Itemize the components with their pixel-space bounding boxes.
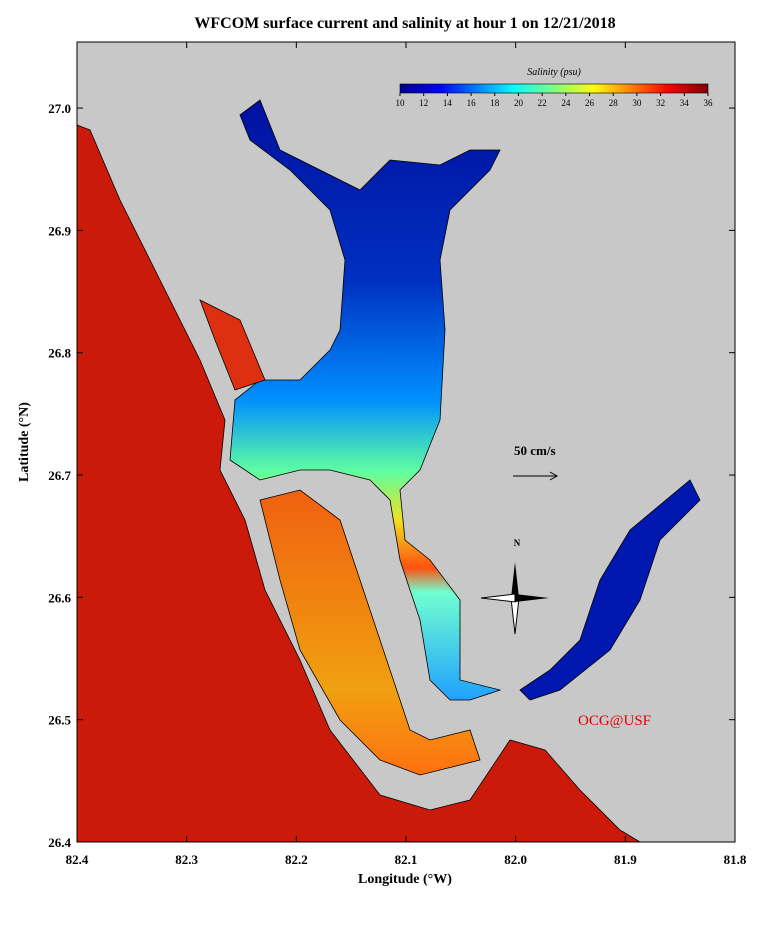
x-tick-label: 82.0 (504, 852, 527, 867)
y-axis-label: Latitude (°N) (17, 402, 32, 482)
x-tick-label: 82.2 (285, 852, 308, 867)
colorbar-tick-label: 20 (514, 98, 524, 108)
y-tick-label: 26.9 (48, 223, 71, 238)
y-tick-label: 26.4 (48, 835, 71, 850)
colorbar-tick-label: 22 (538, 98, 547, 108)
colorbar-tick-label: 12 (419, 98, 428, 108)
y-tick-label: 26.6 (48, 590, 71, 605)
y-tick-label: 27.0 (48, 101, 71, 116)
colorbar-tick-label: 18 (490, 98, 500, 108)
y-tick-label: 26.8 (48, 346, 71, 361)
colorbar-tick-label: 24 (561, 98, 571, 108)
x-tick-label: 82.4 (66, 852, 89, 867)
colorbar-tick-label: 16 (467, 98, 477, 108)
scale-label: 50 cm/s (514, 443, 556, 458)
colorbar-tick-label: 14 (443, 98, 453, 108)
colorbar-tick-label: 30 (632, 98, 642, 108)
title: WFCOM surface current and salinity at ho… (194, 15, 615, 32)
colorbar-tick-label: 28 (609, 98, 619, 108)
colorbar-tick-label: 26 (585, 98, 595, 108)
colorbar-tick-label: 36 (704, 98, 714, 108)
y-tick-label: 26.5 (48, 713, 71, 728)
colorbar-tick-label: 34 (680, 98, 690, 108)
credit: OCG@USF (578, 713, 651, 729)
x-tick-label: 81.8 (724, 852, 747, 867)
colorbar-tick-label: 10 (396, 98, 406, 108)
ticks: 82.4 82.3 82.2 82.1 82.0 81.9 81.8 26.4 26.5 26.6… (48, 42, 747, 867)
colorbar (399, 83, 709, 94)
x-axis-label: Longitude (°W) (358, 872, 452, 887)
gulf-water (76, 124, 642, 843)
x-tick-label: 82.1 (395, 852, 418, 867)
compass (480, 562, 549, 635)
estero-bay (199, 299, 266, 391)
y-tick-label: 26.7 (48, 468, 71, 483)
pine-island-sound (259, 489, 481, 776)
colorbar-label: Salinity (psu) (527, 67, 581, 78)
colorbar-tick-label: 32 (656, 98, 665, 108)
caloosahatchee-river (519, 479, 701, 701)
x-tick-label: 81.9 (614, 852, 637, 867)
x-tick-label: 82.3 (175, 852, 198, 867)
north-label: N (514, 538, 521, 548)
charlotte-harbor (229, 99, 502, 701)
scale-arrow (513, 471, 559, 481)
